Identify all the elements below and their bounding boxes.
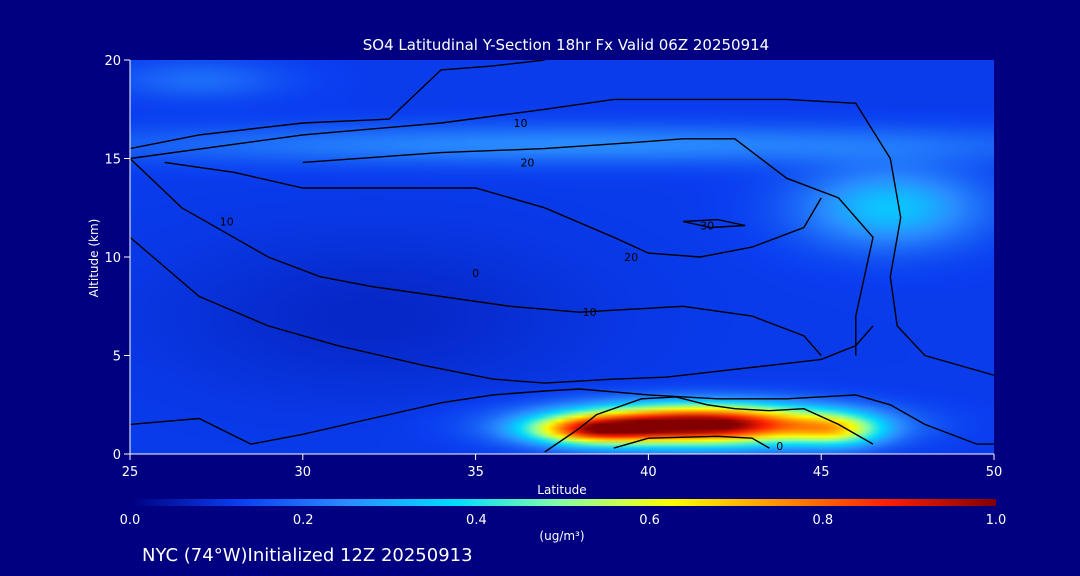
contour-line: [130, 60, 545, 150]
contour-line: [130, 157, 822, 356]
y-tick-label: 10: [104, 251, 121, 266]
x-tick-label: 25: [122, 465, 139, 480]
chart-title: SO4 Latitudinal Y-Section 18hr Fx Valid …: [363, 36, 769, 54]
colorbar-tick-label: 0.6: [639, 513, 660, 528]
contour-line: [130, 388, 994, 445]
contour-label: 20: [624, 251, 638, 264]
y-tick-label: 20: [104, 54, 121, 69]
contour-line: [302, 138, 874, 356]
colorbar-tick-label: 0.2: [293, 513, 314, 528]
x-axis-label: Latitude: [537, 483, 586, 497]
contour-line: [613, 435, 770, 449]
contour-line: [544, 396, 874, 453]
station-footer: NYC (74°W)Initialized 12Z 20250913: [142, 545, 473, 566]
colorbar-units: (ug/m³): [539, 529, 584, 543]
colorbar: [130, 499, 996, 506]
contour-label: 10: [514, 117, 528, 130]
x-tick-label: 40: [640, 465, 657, 480]
y-ticks: 0 5 10 15 20: [104, 54, 130, 463]
y-tick-label: 5: [113, 350, 121, 365]
x-tick-label: 35: [467, 465, 484, 480]
contour-label: 10: [220, 216, 234, 229]
colorbar-ticks: 0.0 0.2 0.4 0.6 0.8 1.0: [120, 513, 1007, 528]
x-tick-label: 50: [986, 465, 1003, 480]
x-tick-label: 30: [295, 465, 312, 480]
colorbar-tick-label: 0.8: [812, 513, 833, 528]
y-tick-label: 15: [104, 153, 121, 168]
contour-line: [164, 161, 822, 258]
x-ticks: 25 30 35 40 45 50: [122, 454, 1003, 480]
contour-label: 20: [520, 156, 534, 169]
contour-lines: [130, 60, 994, 453]
y-tick-label: 0: [113, 448, 121, 463]
contour-line: [130, 236, 874, 384]
colorbar-tick-label: 1.0: [986, 513, 1007, 528]
contour-label: 10: [583, 306, 597, 319]
x-tick-label: 45: [813, 465, 830, 480]
y-axis-label: Altitude (km): [87, 219, 101, 298]
heatmap-image: [130, 60, 994, 454]
contour-labels: 0 10 20 30 20 10 10 0: [220, 117, 783, 453]
colorbar-tick-label: 0.0: [120, 513, 141, 528]
contour-label: 0: [472, 267, 479, 280]
contour-line: [682, 218, 746, 229]
colorbar-tick-label: 0.4: [466, 513, 487, 528]
heatmap-field: [130, 60, 994, 454]
contour-label: 30: [700, 219, 714, 232]
contour-label: 0: [776, 440, 783, 453]
contour-line: [130, 98, 994, 376]
